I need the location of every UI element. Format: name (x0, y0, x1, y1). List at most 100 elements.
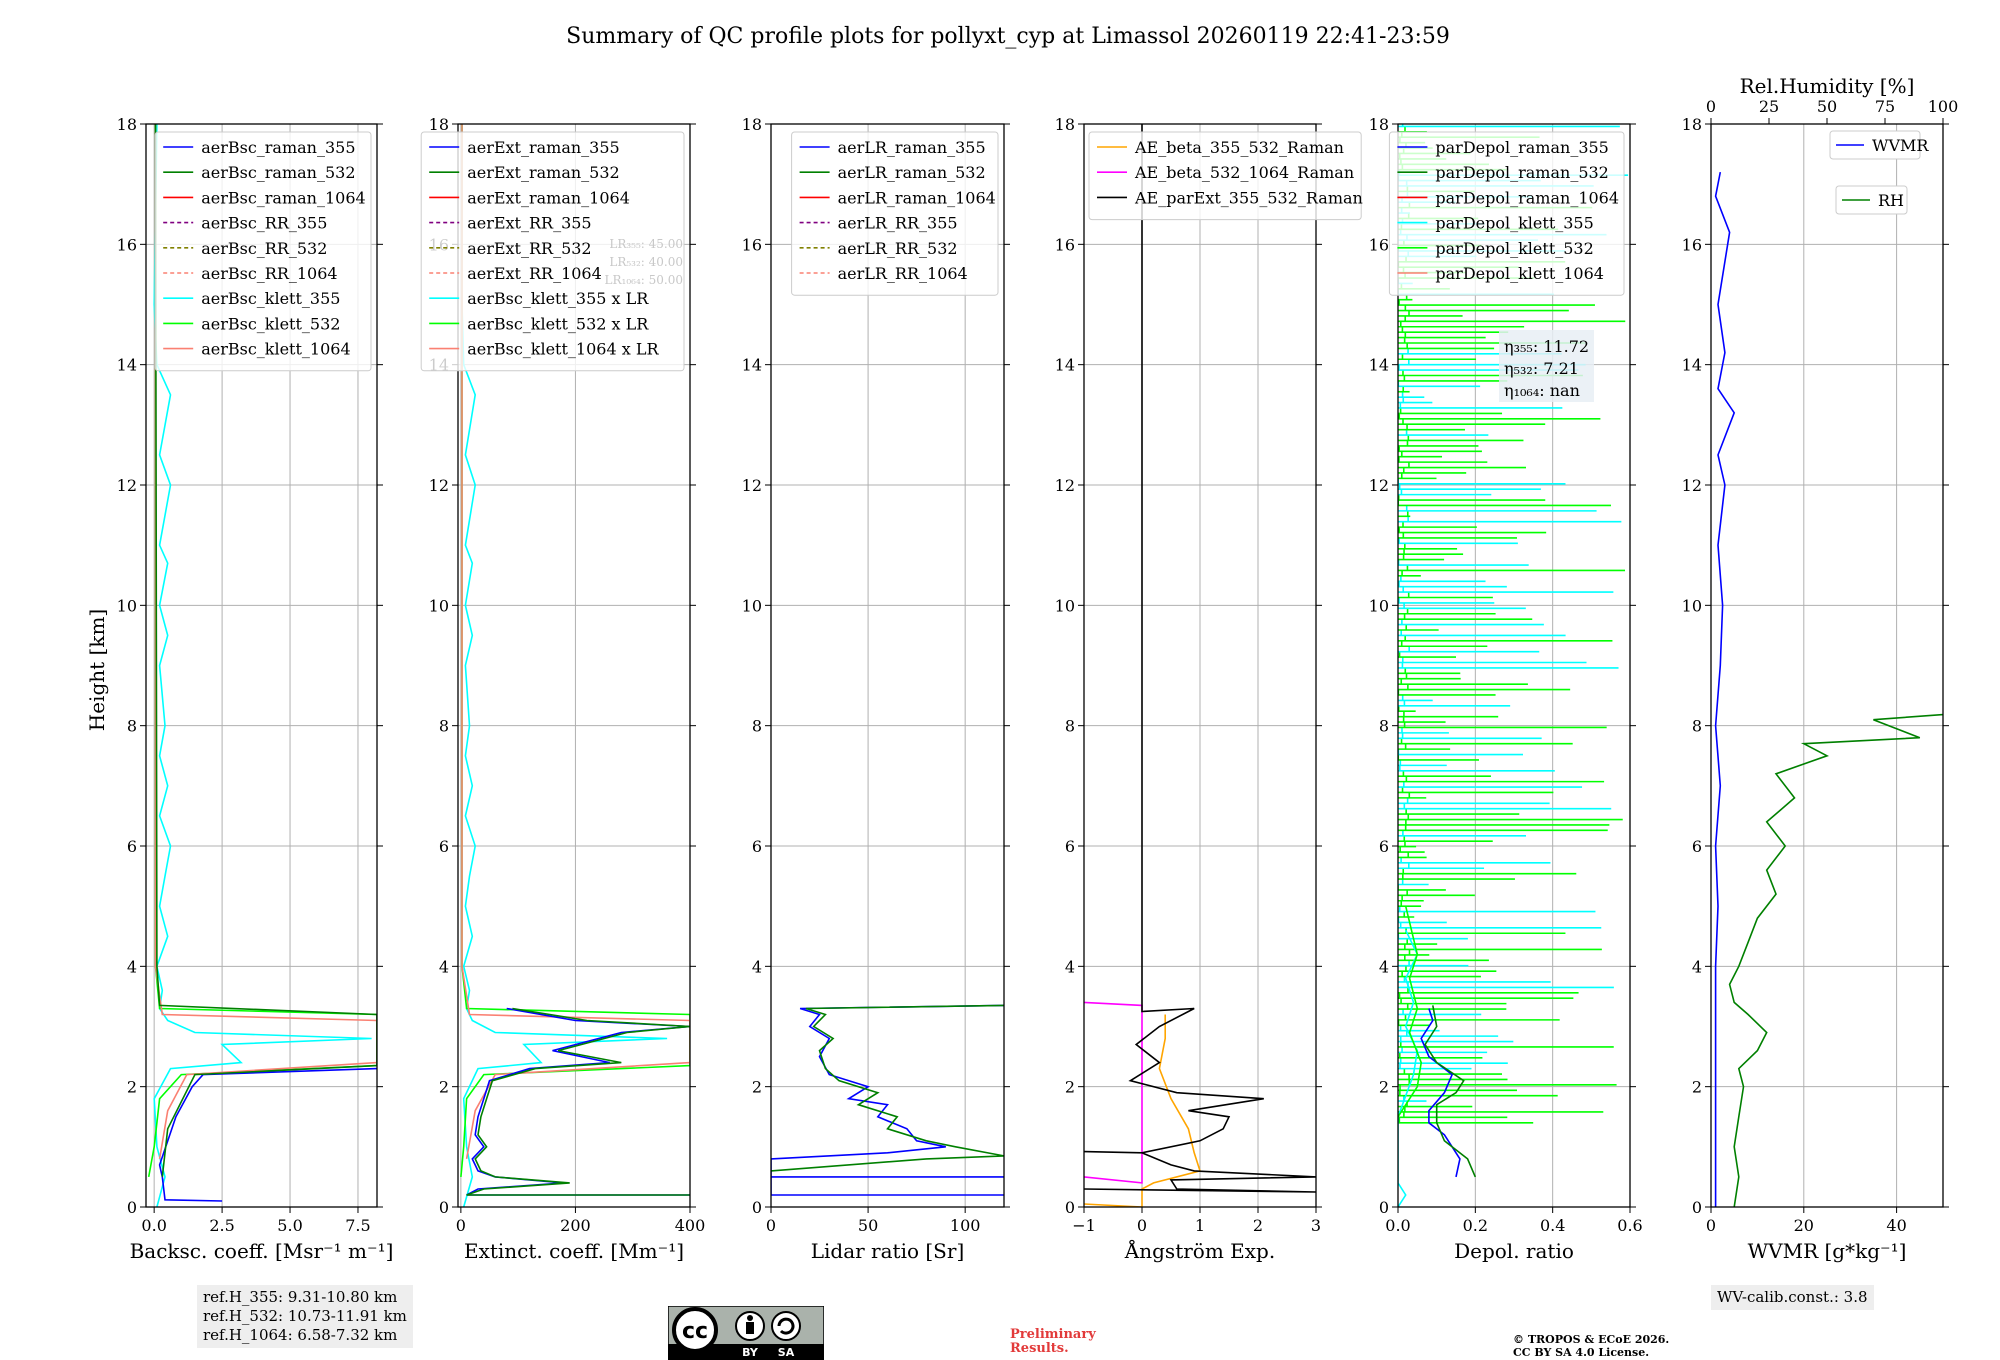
legend-label: aerBsc_klett_355 x LR (467, 289, 649, 308)
legend-label: aerExt_raman_532 (467, 163, 620, 182)
y-tick-label: 6 (127, 837, 137, 856)
y-tick-label: 12 (1055, 476, 1075, 495)
y-tick-label: 18 (1055, 115, 1075, 134)
y-tick-label: 4 (1379, 957, 1389, 976)
y-tick-label: 18 (1369, 115, 1389, 134)
preliminary-results-note: Preliminary Results. (1010, 1328, 1096, 1356)
x-axis-label-lr: Lidar ratio [Sr] (811, 1239, 965, 1263)
y-tick-label: 10 (1369, 596, 1389, 615)
y-tick-label: 12 (1369, 476, 1389, 495)
legend-label: parDepol_klett_355 (1435, 214, 1593, 233)
x2-tick-label: 75 (1875, 97, 1895, 116)
x2-tick-label: 100 (1928, 97, 1959, 116)
x-tick-label: 1 (1195, 1216, 1205, 1235)
series-aerExt_raman_355 (466, 1007, 690, 1196)
legend-label: aerLR_raman_1064 (838, 188, 996, 207)
x-tick-label: 0.0 (1385, 1216, 1410, 1235)
series-RH (1728, 713, 1943, 1207)
legend-label: parDepol_raman_1064 (1435, 188, 1619, 207)
eta-box-bg (1499, 330, 1594, 402)
axes-frame-bsc (145, 123, 378, 1208)
y-tick-label: 4 (1065, 957, 1075, 976)
y-tick-label: 0 (1379, 1198, 1389, 1217)
y-tick-label: 0 (752, 1198, 762, 1217)
y-tick-label: 8 (1379, 717, 1389, 736)
x-tick-label: 100 (950, 1216, 981, 1235)
copyright-note: © TROPOS & ECoE 2026. CC BY SA 4.0 Licen… (1513, 1333, 1669, 1359)
y-tick-label: 10 (1055, 596, 1075, 615)
wv-calibration-box: WV-calib.const.: 3.8 (1711, 1285, 1874, 1310)
y-tick-label: 16 (742, 235, 762, 254)
x-axis-label-wv: WVMR [g*kg⁻¹] (1748, 1239, 1907, 1263)
eta-box: η₃₅₅: 11.72 η₅₃₂: 7.21 η₁₀₆₄: nan (1499, 330, 1594, 402)
y-tick-label: 14 (117, 356, 137, 375)
legend-label: aerBsc_raman_355 (201, 138, 355, 157)
y-tick-label: 12 (429, 476, 449, 495)
x-axis-label-bsc: Backsc. coeff. [Msr⁻¹ m⁻¹] (130, 1239, 394, 1263)
legend-frame (791, 131, 999, 296)
series-aerLR_raman_532 (771, 1004, 1004, 1172)
series-aerBsc_klett_355 (153, 124, 372, 1207)
grid-wv (1710, 123, 1943, 1208)
y-tick-label: 2 (1379, 1078, 1389, 1097)
y-tick-label: 18 (117, 115, 137, 134)
panel-wv: 0 20 40 0 2 4 6 8 10 12 14 16 18 WVMR [g*kg⁻¹] 0 25 50 75… (1682, 74, 1959, 1263)
copyright-line-1: © TROPOS & ECoE 2026. (1513, 1333, 1670, 1346)
legend-ae: AE_beta_355_532_Raman AE_beta_532_1064_Ra… (1088, 131, 1363, 221)
y-tick-label: 4 (127, 957, 137, 976)
legend-label: parDepol_klett_532 (1435, 239, 1593, 258)
series-parDepol_klett_532 (1398, 906, 1423, 1118)
x-tick-label: 0 (1137, 1216, 1147, 1235)
x-tick-label: 5.0 (277, 1216, 302, 1235)
x-tick-label: 2 (1253, 1216, 1263, 1235)
legend-label: aerLR_raman_532 (838, 163, 986, 182)
y-tick-label: 4 (752, 957, 762, 976)
axes-frame-wv (1710, 123, 1944, 1208)
y-tick-label: 6 (1065, 837, 1075, 856)
series-group-bsc (147, 124, 377, 1207)
lr-note: LR₅₃₂: 40.00 (609, 255, 683, 269)
legend-label: aerExt_RR_1064 (467, 264, 602, 283)
y-tick-label: 8 (1065, 717, 1075, 736)
legend-label: aerLR_RR_532 (838, 239, 958, 258)
axes-frame-ext (457, 123, 691, 1208)
legend-label: aerBsc_klett_1064 (201, 340, 350, 359)
reference-height-box: ref.H_355: 9.31-10.80 km ref.H_532: 10.7… (197, 1285, 413, 1348)
cc-sa-label: SA (778, 1346, 795, 1359)
x-tick-label: 7.5 (345, 1216, 370, 1235)
series-aerBsc_raman_355 (158, 1067, 377, 1202)
x-tick-label: 0.2 (1463, 1216, 1488, 1235)
legend-bsc: aerBsc_raman_355 aerBsc_raman_532 aerBsc_r… (154, 131, 372, 372)
series-AE_beta_355_532_Raman (1084, 1014, 1202, 1207)
y-tick-label: 6 (1692, 837, 1702, 856)
legend-label: aerExt_RR_355 (467, 214, 591, 233)
x-tick-label: 50 (858, 1216, 878, 1235)
ref-height-1064: ref.H_1064: 6.58-7.32 km (203, 1326, 398, 1344)
legend-label: AE_beta_532_1064_Raman (1134, 163, 1354, 182)
y-tick-label: 2 (1692, 1078, 1702, 1097)
legend-label: aerLR_raman_355 (838, 138, 986, 157)
series-AE_parExt_355_532_Raman (1084, 124, 1316, 1193)
x-tick-label: 400 (675, 1216, 706, 1235)
x2-tick-label: 0 (1706, 97, 1716, 116)
y-tick-label: 0 (1065, 1198, 1075, 1217)
y-axis-label: Height [km] (85, 609, 109, 731)
legend-frame (1088, 131, 1362, 221)
legend-label: aerBsc_RR_355 (201, 214, 327, 233)
series-aerBsc_raman_532 (154, 124, 377, 1177)
share-alike-icon (771, 1311, 801, 1341)
y-tick-label: 18 (1682, 115, 1702, 134)
figure-title: Summary of QC profile plots for pollyxt_… (566, 24, 1450, 49)
cc-icon-text: cc (682, 1319, 708, 1344)
legend-ext: aerExt_raman_355 aerExt_raman_532 aerExt_r… (420, 131, 685, 372)
grid-ae (1083, 123, 1317, 1208)
legend-label: AE_parExt_355_532_Raman (1134, 188, 1363, 207)
preliminary-line-2: Results. (1010, 1341, 1069, 1356)
series-group-wv (1714, 171, 1943, 1207)
legend-frame (1835, 185, 1908, 215)
lr-note: LR₃₅₅: 45.00 (609, 237, 683, 251)
legend-frame (420, 131, 685, 372)
copyright-line-2: CC BY SA 4.0 License. (1513, 1346, 1650, 1359)
y-tick-label: 6 (439, 837, 449, 856)
legend-wv: WVMR RH (1829, 130, 1929, 215)
